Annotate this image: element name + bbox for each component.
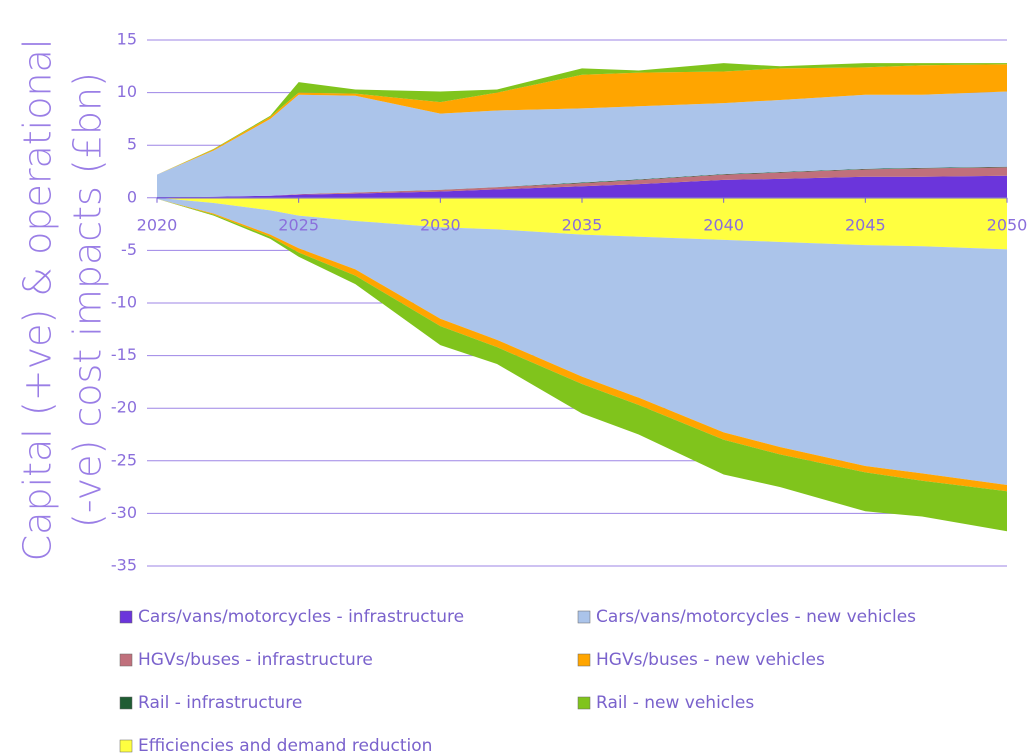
legend-swatch: [119, 696, 133, 710]
legend-label: Cars/vans/motorcycles - new vehicles: [596, 607, 916, 627]
y-axis-title-line: Capital (+ve) & operational: [16, 39, 60, 562]
area: [157, 91, 1007, 198]
x-tick-label: 2035: [562, 215, 603, 234]
y-tick-label: -35: [111, 556, 137, 575]
legend-swatch: [119, 610, 133, 624]
legend-swatch: [577, 696, 591, 710]
legend-swatch: [119, 739, 133, 753]
legend-label: HGVs/buses - infrastructure: [138, 650, 373, 670]
y-tick-label: 15: [117, 30, 137, 49]
y-tick-label: 10: [117, 82, 137, 101]
area: [157, 63, 1007, 175]
x-tick-label: 2045: [845, 215, 886, 234]
x-tick-label: 2020: [137, 215, 178, 234]
y-tick-label: -25: [111, 450, 137, 469]
y-tick-label: -5: [121, 240, 137, 259]
legend-swatch: [577, 610, 591, 624]
legend-swatch: [577, 653, 591, 667]
legend-label: Rail - infrastructure: [138, 693, 302, 713]
legend-label: Rail - new vehicles: [596, 693, 754, 713]
legend-label: Cars/vans/motorcycles - infrastructure: [138, 607, 464, 627]
y-tick-label: -30: [111, 503, 137, 522]
x-tick-label: 2025: [278, 215, 319, 234]
y-axis-title-line: (-ve) cost impacts (£bn): [66, 72, 110, 528]
area: [157, 175, 1007, 198]
y-tick-label: -15: [111, 345, 137, 364]
area: [157, 167, 1007, 198]
legend-label: Efficiencies and demand reduction: [138, 736, 432, 755]
area: [157, 197, 1007, 485]
y-tick-label: -20: [111, 398, 137, 417]
x-tick-label: 2040: [703, 215, 744, 234]
area: [157, 198, 1007, 532]
y-tick-label: 5: [127, 135, 137, 154]
y-axis-title: (-ve) cost impacts (£bn): [66, 72, 110, 528]
x-tick-label: 2050: [987, 215, 1028, 234]
legend-swatch: [119, 653, 133, 667]
legend-label: HGVs/buses - new vehicles: [596, 650, 825, 670]
x-tick-label: 2030: [420, 215, 461, 234]
y-tick-label: -10: [111, 293, 137, 312]
area: [157, 64, 1007, 175]
y-tick-label: 0: [127, 187, 137, 206]
y-axis-title: Capital (+ve) & operational: [16, 39, 60, 562]
area: [157, 197, 1007, 250]
